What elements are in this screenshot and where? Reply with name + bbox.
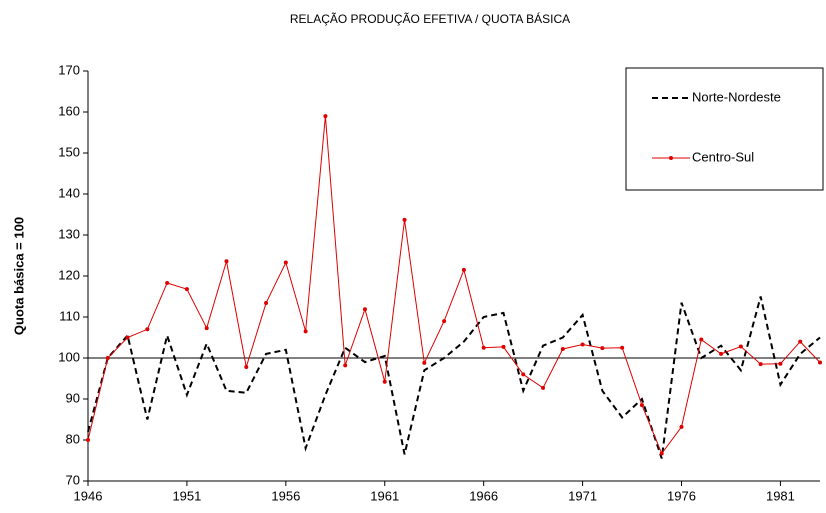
data-point	[303, 329, 308, 334]
data-point	[165, 280, 170, 285]
x-tick-label: 1956	[271, 488, 300, 503]
y-tick-label: 100	[58, 349, 80, 364]
data-point	[501, 344, 506, 349]
data-point	[343, 363, 348, 368]
data-point	[461, 267, 466, 272]
data-point	[422, 360, 427, 365]
legend-label: Norte-Nordeste	[692, 89, 781, 104]
data-point	[580, 342, 585, 347]
data-point	[481, 345, 486, 350]
y-tick-label: 80	[66, 431, 80, 446]
data-point	[244, 365, 249, 370]
data-point	[264, 301, 269, 306]
x-tick-label: 1966	[469, 488, 498, 503]
series-line	[87, 116, 821, 455]
data-point	[521, 372, 526, 377]
data-point	[382, 379, 387, 384]
series-line	[87, 296, 821, 459]
x-tick-label: 1946	[74, 488, 103, 503]
x-tick-label: 1976	[667, 488, 696, 503]
data-point	[125, 335, 130, 340]
y-tick-label: 150	[58, 144, 80, 159]
data-point	[204, 326, 209, 331]
y-tick-label: 70	[66, 472, 80, 487]
legend-box	[625, 67, 824, 191]
data-point	[738, 344, 743, 349]
data-point	[560, 346, 565, 351]
data-point	[600, 346, 605, 351]
data-point	[620, 345, 625, 350]
data-point	[778, 361, 783, 366]
y-tick-label: 90	[66, 390, 80, 405]
data-point	[679, 424, 684, 429]
y-tick-label: 160	[58, 103, 80, 118]
x-tick-label: 1981	[766, 488, 795, 503]
x-tick-label: 1971	[568, 488, 597, 503]
chart-title: RELAÇÃO PRODUÇÃO EFETIVA / QUOTA BÁSICA	[290, 11, 570, 26]
data-point	[86, 438, 90, 442]
data-point	[402, 217, 407, 222]
data-point	[184, 287, 189, 292]
data-point	[818, 360, 822, 365]
data-point	[719, 351, 724, 356]
legend-label: Centro-Sul	[692, 149, 754, 164]
data-point	[758, 362, 763, 367]
data-point	[442, 319, 447, 324]
x-tick-label: 1961	[370, 488, 399, 503]
data-point	[105, 356, 110, 360]
x-tick-label: 1951	[172, 488, 201, 503]
data-point	[659, 451, 664, 456]
data-point	[639, 403, 644, 408]
y-tick-label: 110	[59, 308, 80, 323]
y-tick-label: 140	[58, 185, 80, 200]
data-point	[362, 307, 367, 312]
y-axis-label: Quota básica = 100	[11, 217, 26, 335]
legend-marker	[669, 156, 673, 160]
y-tick-label: 130	[58, 226, 80, 241]
y-tick-label: 170	[58, 62, 80, 77]
data-point	[699, 337, 704, 342]
data-point	[541, 385, 546, 390]
data-point	[145, 327, 150, 332]
data-point	[798, 339, 803, 344]
y-tick-label: 120	[58, 267, 80, 282]
data-point	[224, 259, 229, 264]
data-point	[323, 114, 328, 119]
data-point	[283, 260, 288, 265]
